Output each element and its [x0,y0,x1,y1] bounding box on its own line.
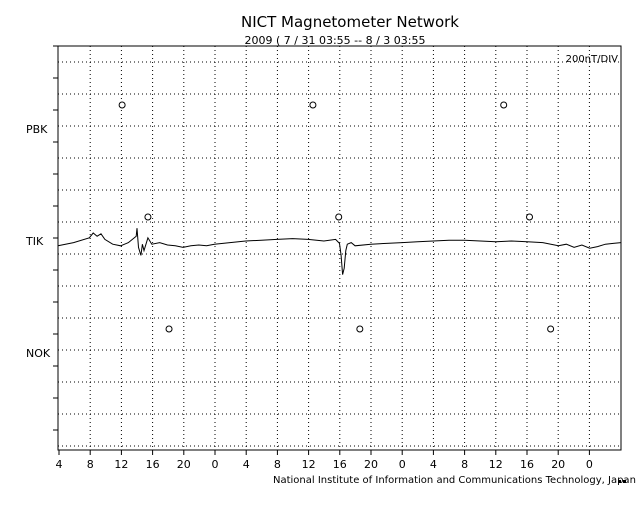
station-label: PBK [26,123,48,136]
local-noon-marker [547,325,555,333]
x-tick-label: 12 [489,458,503,471]
local-noon-marker [356,325,364,333]
x-tick-label: 4 [430,458,437,471]
x-tick-label: 8 [461,458,468,471]
x-tick-label: 0 [212,458,219,471]
local-noon-marker [526,213,534,221]
x-tick-label: 16 [520,458,534,471]
scale-label: 200nT/DIV [566,54,619,65]
tick-layer: 4 8 12 16 20 0 4 8 12 16 20 0 4 8 12 16 20 0 [53,45,593,471]
x-tick-label: 12 [302,458,316,471]
local-noon-marker [165,325,173,333]
x-tick-label: 4 [243,458,250,471]
x-tick-label: 16 [146,458,160,471]
station-layer: PBK TIK NOK [25,101,622,360]
chart-subtitle: 2009 ( 7 / 31 03:55 -- 8 / 3 03:55 [245,34,426,47]
local-noon-marker [500,101,508,109]
local-noon-marker [118,101,126,109]
x-tick-label: 8 [274,458,281,471]
magnetometer-trace [57,228,622,275]
local-noon-marker [144,213,152,221]
x-tick-label: 16 [333,458,347,471]
x-tick-label: 8 [87,458,94,471]
credit-text: National Institute of Information and Co… [273,475,636,486]
logo-mark [618,480,621,483]
x-tick-label: 20 [177,458,191,471]
x-tick-label: 4 [56,458,63,471]
x-tick-label: 0 [399,458,406,471]
x-tick-label: 20 [364,458,378,471]
logo-mark [623,480,626,483]
station-label: TIK [25,235,44,248]
x-tick-label: 20 [551,458,565,471]
x-tick-label: 12 [114,458,128,471]
station-label: NOK [26,347,51,360]
local-noon-marker [309,101,317,109]
grid-layer [58,46,621,450]
x-tick-label: 0 [586,458,593,471]
local-noon-marker [335,213,343,221]
chart-title: NICT Magnetometer Network [241,13,459,31]
